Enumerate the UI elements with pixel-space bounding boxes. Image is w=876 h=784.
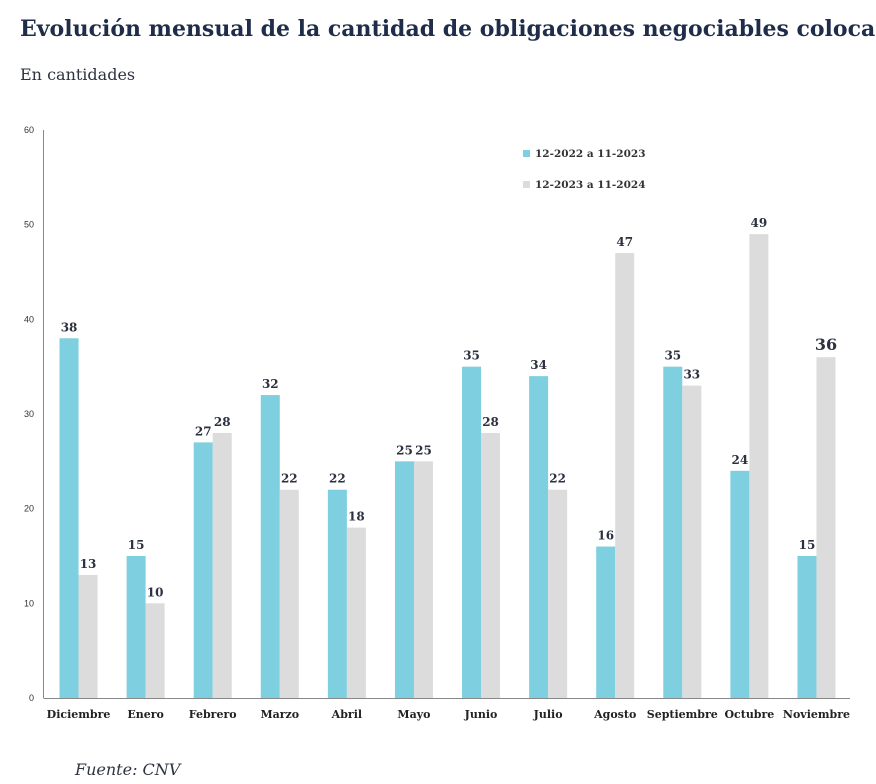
bar-series-2 [212, 432, 232, 698]
bar-series-2 [78, 574, 98, 698]
data-label: 22 [281, 472, 298, 486]
data-label: 25 [415, 443, 432, 457]
bar-series-2 [816, 357, 836, 698]
legend-swatch [523, 150, 530, 157]
data-label: 22 [329, 472, 346, 486]
data-label: 13 [80, 557, 97, 571]
y-tick-label: 10 [24, 598, 34, 608]
x-tick-label: Abril [331, 708, 362, 721]
y-tick-label: 0 [29, 693, 34, 703]
source-note: Fuente: CNV [75, 760, 181, 779]
data-label: 16 [597, 529, 614, 543]
bar-series-2 [413, 461, 433, 698]
bar-series-1 [797, 556, 817, 698]
x-tick-label: Enero [127, 708, 164, 721]
bar-series-1 [193, 442, 213, 698]
bar-series-2 [279, 489, 299, 698]
x-tick-label: Agosto [593, 708, 636, 721]
data-label: 47 [616, 235, 633, 249]
data-label: 49 [751, 216, 768, 230]
data-label: 34 [530, 358, 547, 372]
data-label: 15 [799, 538, 816, 552]
x-tick-label: Marzo [260, 708, 299, 721]
data-label: 22 [549, 472, 566, 486]
category-labels: Diciembre Enero Febrero Marzo Abril Mayo Junio… [47, 708, 850, 721]
legend-label: 12-2022 a 11-2023 [535, 148, 646, 160]
bar-series-1 [394, 461, 414, 698]
legend-swatch [523, 181, 530, 188]
bar-series-1 [663, 366, 683, 698]
bar-series-1 [260, 395, 280, 698]
y-tick-label: 20 [24, 504, 34, 514]
axes [43, 130, 850, 699]
bar-series-1 [596, 546, 616, 698]
bars [59, 234, 836, 699]
bar-series-1 [462, 366, 482, 698]
x-tick-label: Septiembre [647, 708, 718, 721]
data-label: 28 [482, 415, 499, 429]
bar-series-2 [481, 432, 501, 698]
data-label: 25 [396, 443, 413, 457]
y-tick-label: 40 [24, 314, 34, 324]
x-tick-label: Octubre [724, 708, 774, 721]
data-label: 24 [732, 453, 749, 467]
x-tick-label: Diciembre [47, 708, 111, 721]
y-tick-label: 50 [24, 220, 34, 230]
x-tick-label: Febrero [189, 708, 237, 721]
bar-series-1 [126, 556, 146, 698]
data-label: 33 [683, 368, 700, 382]
chart-title: Evolución mensual de la cantidad de obli… [20, 16, 876, 42]
bar-series-1 [327, 489, 347, 698]
data-label: 10 [147, 585, 164, 599]
y-axis-ticks: 0 10 20 30 40 50 60 [24, 125, 34, 703]
bar-series-2 [615, 253, 635, 699]
bar-series-2 [682, 385, 702, 698]
data-label: 27 [195, 424, 212, 438]
bar-series-1 [529, 376, 549, 698]
y-tick-label: 30 [24, 409, 34, 419]
bar-series-1 [59, 338, 79, 698]
x-tick-label: Noviembre [783, 708, 850, 721]
data-label: 35 [664, 349, 681, 363]
chart-subtitle: En cantidades [20, 65, 136, 84]
x-tick-label: Junio [464, 708, 498, 721]
data-label: 15 [128, 538, 145, 552]
data-label: 36 [815, 335, 837, 354]
bar-series-2 [749, 234, 769, 698]
bar-series-2 [548, 489, 568, 698]
x-tick-label: Julio [533, 708, 563, 721]
bar-series-2 [145, 603, 165, 698]
data-label: 28 [214, 415, 231, 429]
x-tick-label: Mayo [397, 708, 430, 721]
data-label: 35 [463, 349, 480, 363]
bar-series-2 [346, 527, 366, 698]
data-label: 38 [61, 320, 78, 334]
y-tick-label: 60 [24, 125, 34, 135]
legend-label: 12-2023 a 11-2024 [535, 179, 646, 191]
bar-series-1 [730, 470, 750, 698]
legend: 12-2022 a 11-2023 12-2023 a 11-2024 [523, 148, 646, 191]
data-label: 18 [348, 510, 365, 524]
data-label: 32 [262, 377, 279, 391]
